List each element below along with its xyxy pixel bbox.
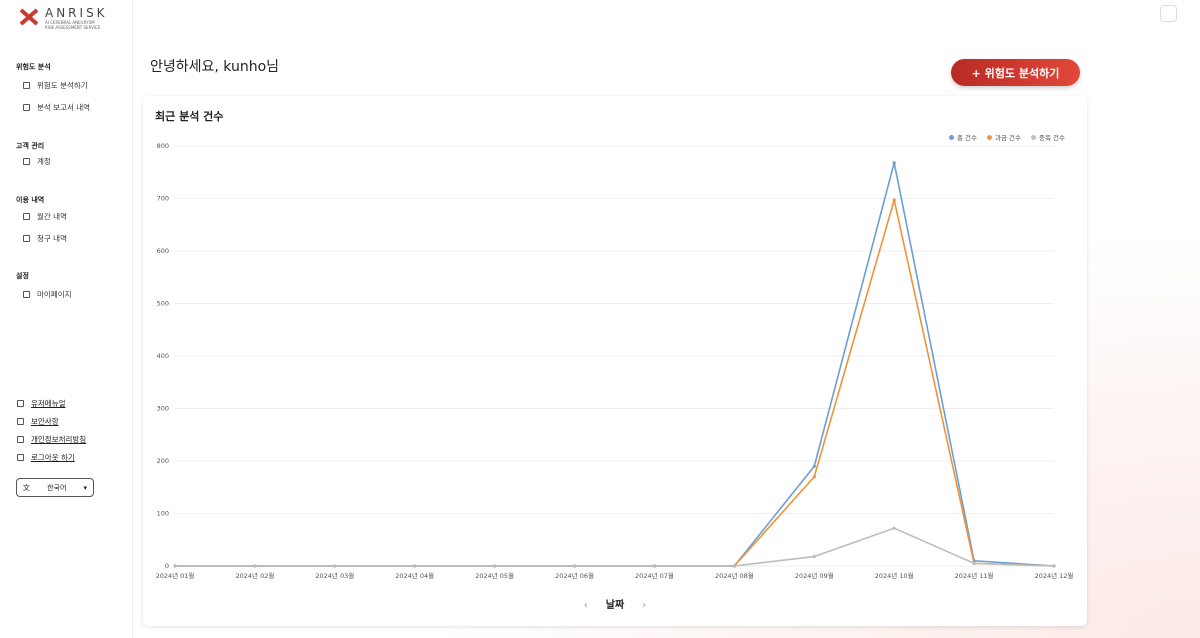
link-label: 유저메뉴얼 [31,399,66,408]
series-line [175,199,1055,567]
link-label: 보안사항 [31,417,59,426]
language-label: 한국어 [47,483,67,492]
y-tick-label: 0 [165,562,169,570]
chart-title: 최근 분석 건수 [155,110,224,123]
y-tick-label: 600 [157,247,169,255]
data-point [732,564,736,568]
x-tick-label: 2024년 08월 [715,571,754,580]
logo-icon [19,8,39,26]
y-tick-label: 700 [157,195,169,203]
data-point [812,554,816,559]
nav-label: 월간 내역 [37,212,67,221]
data-point [413,564,417,568]
x-tick-label: 2024년 02월 [235,571,274,580]
nav-item[interactable]: 월간 내역 [23,211,67,222]
footer-link[interactable]: 보안사항 [17,416,59,427]
logo: ANRISK AI CEREBRAL ANEURYSM RISK ASSESSM… [18,6,108,30]
x-tick-label: 2024년 10월 [875,571,914,580]
section-title: 설정 [16,272,29,280]
y-tick-label: 800 [157,142,169,150]
nav-item[interactable]: 마이페이지 [23,289,72,300]
sidebar: ANRISK AI CEREBRAL ANEURYSM RISK ASSESSM… [4,0,133,638]
nav-label: 계정 [37,157,51,166]
legend-dot [987,135,992,140]
legend-label: 과금 건수 [995,134,1021,142]
prev-button[interactable]: ‹ [583,600,588,611]
legend-dot [1031,135,1036,140]
footer-link[interactable]: 로그아웃 하기 [17,452,75,463]
nav-item[interactable]: 계정 [23,156,51,167]
logo-tagline: RISK ASSESSMENT SERVICE [45,25,101,30]
link-label: 개인정보처리방침 [31,435,87,444]
section-title: 고객 관리 [16,142,45,150]
legend-item[interactable]: 과금 건수 [987,132,1021,142]
legend-dot [948,135,954,140]
analyze-button[interactable]: + 위험도 분석하기 [951,59,1080,86]
legend-item[interactable]: 총 건수 [948,132,977,142]
data-point [173,564,177,568]
section-title: 이용 내역 [16,196,45,204]
nav-label: 마이페이지 [37,290,72,299]
chart-card: 최근 분석 건수 총 건수 과금 건수 중복 건수 0 100 200 300 400 500… [143,96,1087,626]
legend-label: 총 건수 [956,134,977,142]
legend: 총 건수 과금 건수 중복 건수 [948,132,1065,142]
language-select[interactable]: 文 한국어 ▾ [16,478,94,497]
y-tick-label: 400 [157,352,169,360]
data-point [812,475,816,479]
x-axis-pager: ‹ 날짜 › [143,596,1087,611]
data-point [572,564,577,568]
notification-button[interactable] [1160,5,1177,22]
next-button[interactable]: › [642,600,647,611]
y-tick-label: 100 [157,510,169,518]
x-axis-label: 날짜 [605,600,625,611]
legend-label: 중복 건수 [1039,134,1065,142]
x-tick-label: 2024년 01월 [156,571,195,580]
logo-name: ANRISK [45,6,108,20]
nav-item[interactable]: 분석 보고서 내역 [23,102,90,113]
data-point [253,564,257,568]
greeting: 안녕하세요, kunho님 [150,59,280,75]
nav-item[interactable]: 청구 내역 [23,233,67,244]
data-point [493,564,497,568]
chart: 0 100 200 300 400 500 600 700 800 2024년 01월 2024년 … [156,142,1074,580]
x-tick-label: 2024년 09월 [795,571,834,580]
data-point [892,526,896,530]
data-point [333,564,337,568]
y-tick-label: 200 [157,457,169,465]
nav-item[interactable]: 위험도 분석하기 [23,80,88,91]
footer-link[interactable]: 유저메뉴얼 [17,398,66,409]
data-point [1052,564,1056,568]
data-point [892,198,896,202]
data-point [892,161,896,165]
data-point [652,564,657,568]
logo-tagline: AI CEREBRAL ANEURYSM [45,20,95,25]
link-label: 로그아웃 하기 [31,453,75,462]
data-point [812,464,816,468]
nav-label: 위험도 분석하기 [37,81,88,90]
x-tick-label: 2024년 11월 [955,571,994,580]
series-line [175,162,1055,567]
section-title: 위험도 분석 [16,63,51,71]
nav-label: 분석 보고서 내역 [37,103,91,112]
x-tick-label: 2024년 07월 [635,571,674,580]
y-tick-label: 300 [157,405,169,413]
footer-link[interactable]: 개인정보처리방침 [17,434,86,445]
data-point [972,561,976,565]
nav-label: 청구 내역 [37,234,67,243]
x-tick-label: 2024년 03월 [315,571,354,580]
series-line [175,527,1055,567]
y-tick-label: 500 [157,300,169,308]
x-tick-label: 2024년 04월 [395,571,434,580]
x-tick-label: 2024년 06월 [555,571,594,580]
x-tick-label: 2024년 05월 [475,571,514,580]
x-tick-label: 2024년 12월 [1035,571,1074,580]
legend-item[interactable]: 중복 건수 [1031,132,1065,142]
